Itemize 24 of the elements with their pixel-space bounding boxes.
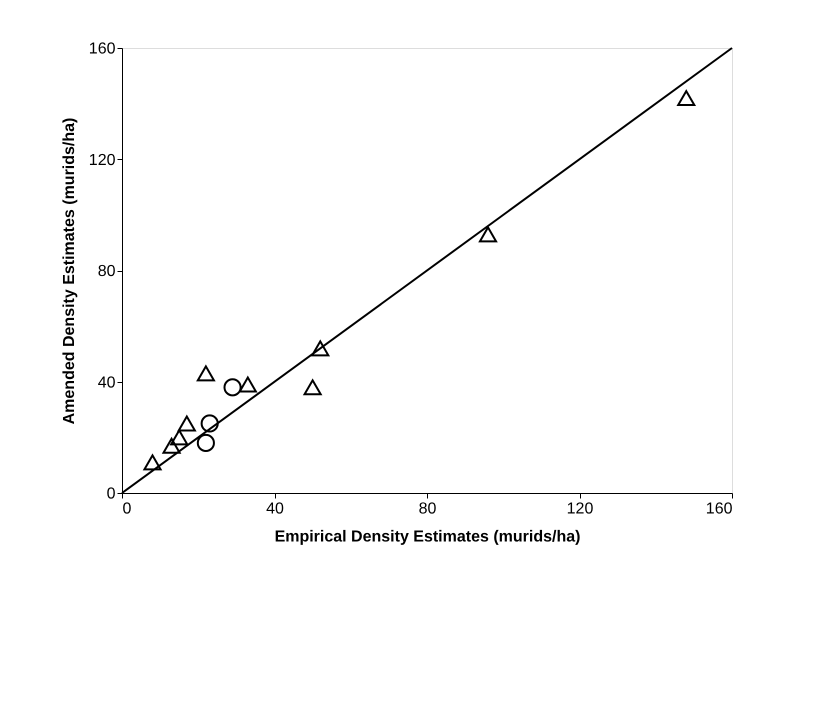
- point: [196, 434, 215, 452]
- point: [200, 414, 219, 433]
- point: [311, 340, 330, 356]
- point: [304, 379, 322, 396]
- x-tick-label: 40: [266, 500, 284, 518]
- point: [196, 365, 215, 382]
- x-axis-title: Empirical Density Estimates (murids/ha): [274, 528, 580, 546]
- point: [677, 90, 696, 106]
- y-tick-label: 0: [106, 486, 116, 502]
- y-tick-label: 120: [88, 152, 116, 169]
- x-tick-label: 0: [122, 500, 132, 518]
- point: [224, 378, 242, 396]
- point: [178, 415, 196, 432]
- y-tick-label: 40: [98, 374, 116, 392]
- point: [162, 438, 181, 454]
- x-tick-label: 120: [566, 500, 594, 518]
- point: [143, 454, 162, 470]
- y-tick-label: 160: [88, 40, 116, 58]
- point: [238, 376, 257, 393]
- x-tick-label: 80: [418, 500, 436, 518]
- y-axis-title: Amended Density Estimates (murids/ha): [60, 118, 78, 424]
- point: [478, 226, 498, 242]
- x-tick-label: 160: [706, 500, 733, 518]
- y-tick-label: 80: [98, 263, 116, 280]
